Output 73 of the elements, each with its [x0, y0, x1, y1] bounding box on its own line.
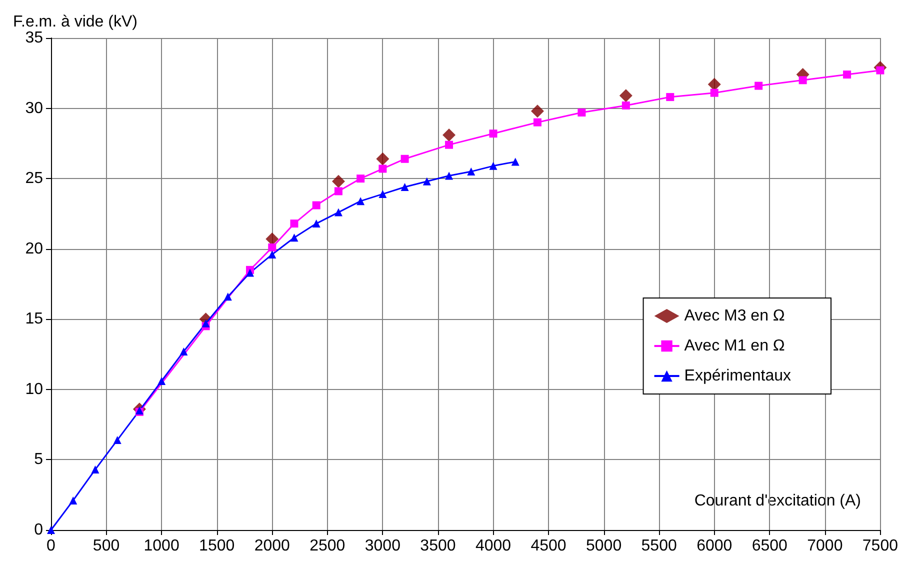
point	[312, 201, 320, 210]
point	[290, 234, 298, 242]
y-tick-label: 35	[25, 30, 44, 46]
y-tick-label: 0	[34, 522, 44, 538]
x-tick-label: 5000	[586, 538, 622, 554]
x-tick-label: 3000	[364, 538, 401, 554]
point	[511, 158, 520, 166]
point	[754, 82, 763, 90]
x-tick-label: 7000	[807, 538, 843, 554]
point	[489, 130, 498, 138]
point	[467, 168, 476, 176]
point	[422, 177, 431, 186]
point	[332, 174, 345, 188]
point	[202, 319, 210, 328]
point	[158, 376, 166, 385]
point	[91, 466, 100, 474]
point	[356, 174, 365, 183]
x-tick-label: 4000	[475, 538, 512, 554]
legend-label: Avec M1 en Ω	[684, 338, 785, 354]
point	[622, 101, 630, 110]
x-tick-label: 500	[92, 538, 120, 554]
point	[619, 89, 632, 102]
point	[378, 190, 387, 198]
y-tick-label: 30	[25, 100, 44, 117]
point	[312, 220, 320, 228]
x-tick-label: 1500	[199, 538, 235, 554]
x-tick-label: 4500	[530, 538, 566, 554]
point	[533, 118, 542, 126]
y-tick-label: 25	[25, 170, 44, 188]
y-tick-label: 15	[25, 310, 44, 328]
legend-label: Avec M3 en Ω	[684, 308, 785, 324]
x-tick-label: 2500	[310, 538, 346, 554]
point	[246, 268, 254, 277]
x-tick-label: 6500	[752, 538, 788, 554]
point	[445, 140, 454, 149]
point	[113, 436, 122, 444]
y-axis-title: F.e.m. à vide (kV)	[13, 14, 138, 30]
point	[224, 292, 232, 301]
point	[843, 70, 852, 79]
point	[268, 250, 276, 258]
point	[530, 104, 544, 118]
point	[378, 164, 387, 173]
point	[578, 108, 586, 117]
x-tick-label: 7500	[862, 538, 898, 554]
point	[710, 88, 718, 97]
point	[334, 187, 342, 196]
point	[400, 183, 409, 192]
y-tick-label: 5	[34, 451, 44, 468]
point	[356, 197, 365, 206]
x-tick-label: 1000	[144, 538, 180, 554]
point	[69, 496, 78, 504]
x-tick-label: 6000	[696, 538, 732, 554]
point	[442, 128, 456, 142]
point	[666, 93, 674, 102]
x-axis-title: Courant d'excitation (A)	[694, 492, 861, 510]
point	[334, 208, 342, 216]
point	[290, 220, 298, 228]
x-tick-label: 3500	[420, 538, 456, 554]
x-tick-label: 5500	[641, 538, 677, 554]
point	[268, 243, 276, 252]
point	[180, 347, 188, 356]
point	[400, 154, 409, 163]
point	[876, 66, 884, 74]
point	[376, 152, 390, 166]
y-tick-label: 10	[25, 380, 44, 398]
point	[445, 172, 454, 180]
x-tick-label: 2000	[254, 538, 290, 554]
point	[489, 162, 498, 170]
point	[708, 78, 721, 91]
point	[798, 76, 807, 84]
legend-label: Expérimentaux	[684, 368, 791, 384]
y-tick-label: 20	[25, 240, 44, 258]
x-tick-label: 0	[46, 538, 56, 554]
